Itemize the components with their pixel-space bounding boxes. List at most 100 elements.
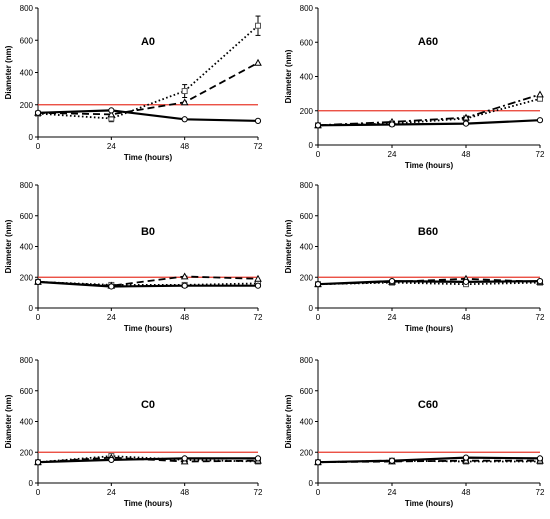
panel-a60: 0 200 400 600 800 0 24 48 72 Time (hours) Diameter…	[284, 4, 545, 170]
data-point	[314, 122, 322, 129]
data-point	[536, 455, 544, 462]
data-point	[181, 116, 188, 123]
x-tick-label: 24	[388, 150, 397, 159]
y-tick-label: 800	[300, 4, 314, 13]
data-point	[34, 109, 42, 116]
x-axis-label: Time (hours)	[405, 499, 454, 508]
data-point	[388, 121, 396, 128]
series-line	[37, 280, 258, 288]
y-tick-label: 400	[20, 418, 34, 427]
y-tick-label: 200	[300, 107, 314, 116]
y-tick-label: 200	[300, 448, 314, 457]
series-solid	[314, 454, 544, 466]
x-tick-label: 0	[316, 488, 321, 497]
x-tick-label: 0	[36, 142, 41, 151]
y-axis-label: Diameter (nm)	[4, 45, 13, 99]
series-line	[317, 456, 541, 464]
y-tick-label: 0	[309, 479, 314, 488]
x-tick-label: 72	[254, 313, 263, 322]
series-line	[317, 279, 541, 286]
x-tick-label: 48	[462, 150, 471, 159]
x-tick-label: 72	[536, 488, 545, 497]
y-tick-label: 800	[20, 181, 34, 190]
x-axis-label: Time (hours)	[405, 161, 454, 170]
x-axis-label: Time (hours)	[124, 324, 173, 333]
data-point	[314, 459, 322, 466]
data-point	[388, 457, 396, 464]
y-tick-label: 800	[300, 181, 314, 190]
x-tick-label: 0	[36, 488, 41, 497]
x-tick-label: 72	[536, 150, 545, 159]
y-tick-label: 400	[300, 243, 314, 252]
y-tick-label: 600	[300, 212, 314, 221]
y-tick-label: 200	[20, 273, 34, 282]
panel-title: B60	[418, 226, 438, 238]
panel-c60: 0 200 400 600 800 0 24 48 72 Time (hours) Diameter…	[284, 356, 545, 508]
y-axis-label: Diameter (nm)	[4, 219, 13, 273]
x-tick-label: 48	[462, 488, 471, 497]
panel-title: B0	[141, 226, 155, 238]
x-axis-label: Time (hours)	[124, 499, 173, 508]
series-solid	[34, 278, 262, 290]
y-tick-label: 600	[20, 36, 34, 45]
data-point	[462, 454, 470, 461]
x-tick-label: 72	[254, 142, 263, 151]
data-point	[108, 107, 115, 114]
x-tick-label: 48	[180, 488, 189, 497]
data-point	[255, 22, 261, 29]
data-point	[254, 274, 262, 282]
y-tick-label: 600	[20, 387, 34, 396]
data-point	[181, 455, 188, 462]
data-point	[254, 58, 262, 66]
x-tick-label: 72	[536, 313, 545, 322]
series-solid	[314, 117, 544, 129]
y-tick-label: 0	[309, 141, 314, 150]
panel-c0: 0 200 400 600 800 0 24 48 72 Time (hours) Diameter…	[4, 356, 263, 508]
data-point	[314, 281, 322, 288]
x-tick-label: 72	[254, 488, 263, 497]
series-solid	[314, 277, 544, 288]
series-solid	[34, 455, 262, 466]
panel-title: A0	[141, 36, 155, 48]
panel-title: A60	[418, 36, 438, 48]
data-point	[181, 282, 188, 289]
y-tick-label: 600	[300, 38, 314, 47]
series-dotted	[35, 15, 261, 123]
y-tick-label: 400	[300, 418, 314, 427]
y-tick-label: 200	[20, 101, 34, 110]
x-tick-label: 24	[388, 488, 397, 497]
x-tick-label: 0	[316, 150, 321, 159]
data-point	[108, 456, 115, 464]
data-point	[34, 459, 42, 466]
panel-b0: 0 200 400 600 800 0 24 48 72 Time (hours) Diameter…	[4, 181, 263, 333]
data-point	[462, 120, 470, 127]
y-tick-label: 0	[29, 479, 34, 488]
series-line	[317, 93, 541, 127]
series-line	[37, 457, 258, 464]
y-tick-label: 400	[300, 73, 314, 82]
data-point	[254, 282, 262, 289]
x-tick-label: 48	[180, 313, 189, 322]
series-line	[37, 25, 259, 120]
data-point	[108, 283, 115, 290]
y-tick-label: 600	[300, 387, 314, 396]
y-tick-label: 0	[29, 133, 34, 142]
data-point	[107, 110, 116, 118]
x-tick-label: 24	[107, 313, 116, 322]
data-point	[462, 113, 470, 121]
panel-a0: 0 200 400 600 800 0 24 48 72 Time (hours) Diameter…	[4, 4, 263, 162]
series-line	[37, 62, 259, 116]
x-tick-label: 0	[36, 313, 41, 322]
panel-title: C60	[418, 399, 438, 411]
data-point	[181, 88, 188, 95]
data-point	[462, 278, 470, 285]
y-tick-label: 400	[20, 243, 34, 252]
data-point	[536, 90, 544, 98]
x-axis-label: Time (hours)	[124, 153, 173, 162]
x-tick-label: 24	[388, 313, 397, 322]
y-tick-label: 0	[309, 304, 314, 313]
x-tick-label: 24	[107, 142, 116, 151]
y-axis-label: Diameter (nm)	[284, 394, 293, 448]
y-tick-label: 400	[20, 69, 34, 78]
data-point	[388, 277, 396, 285]
